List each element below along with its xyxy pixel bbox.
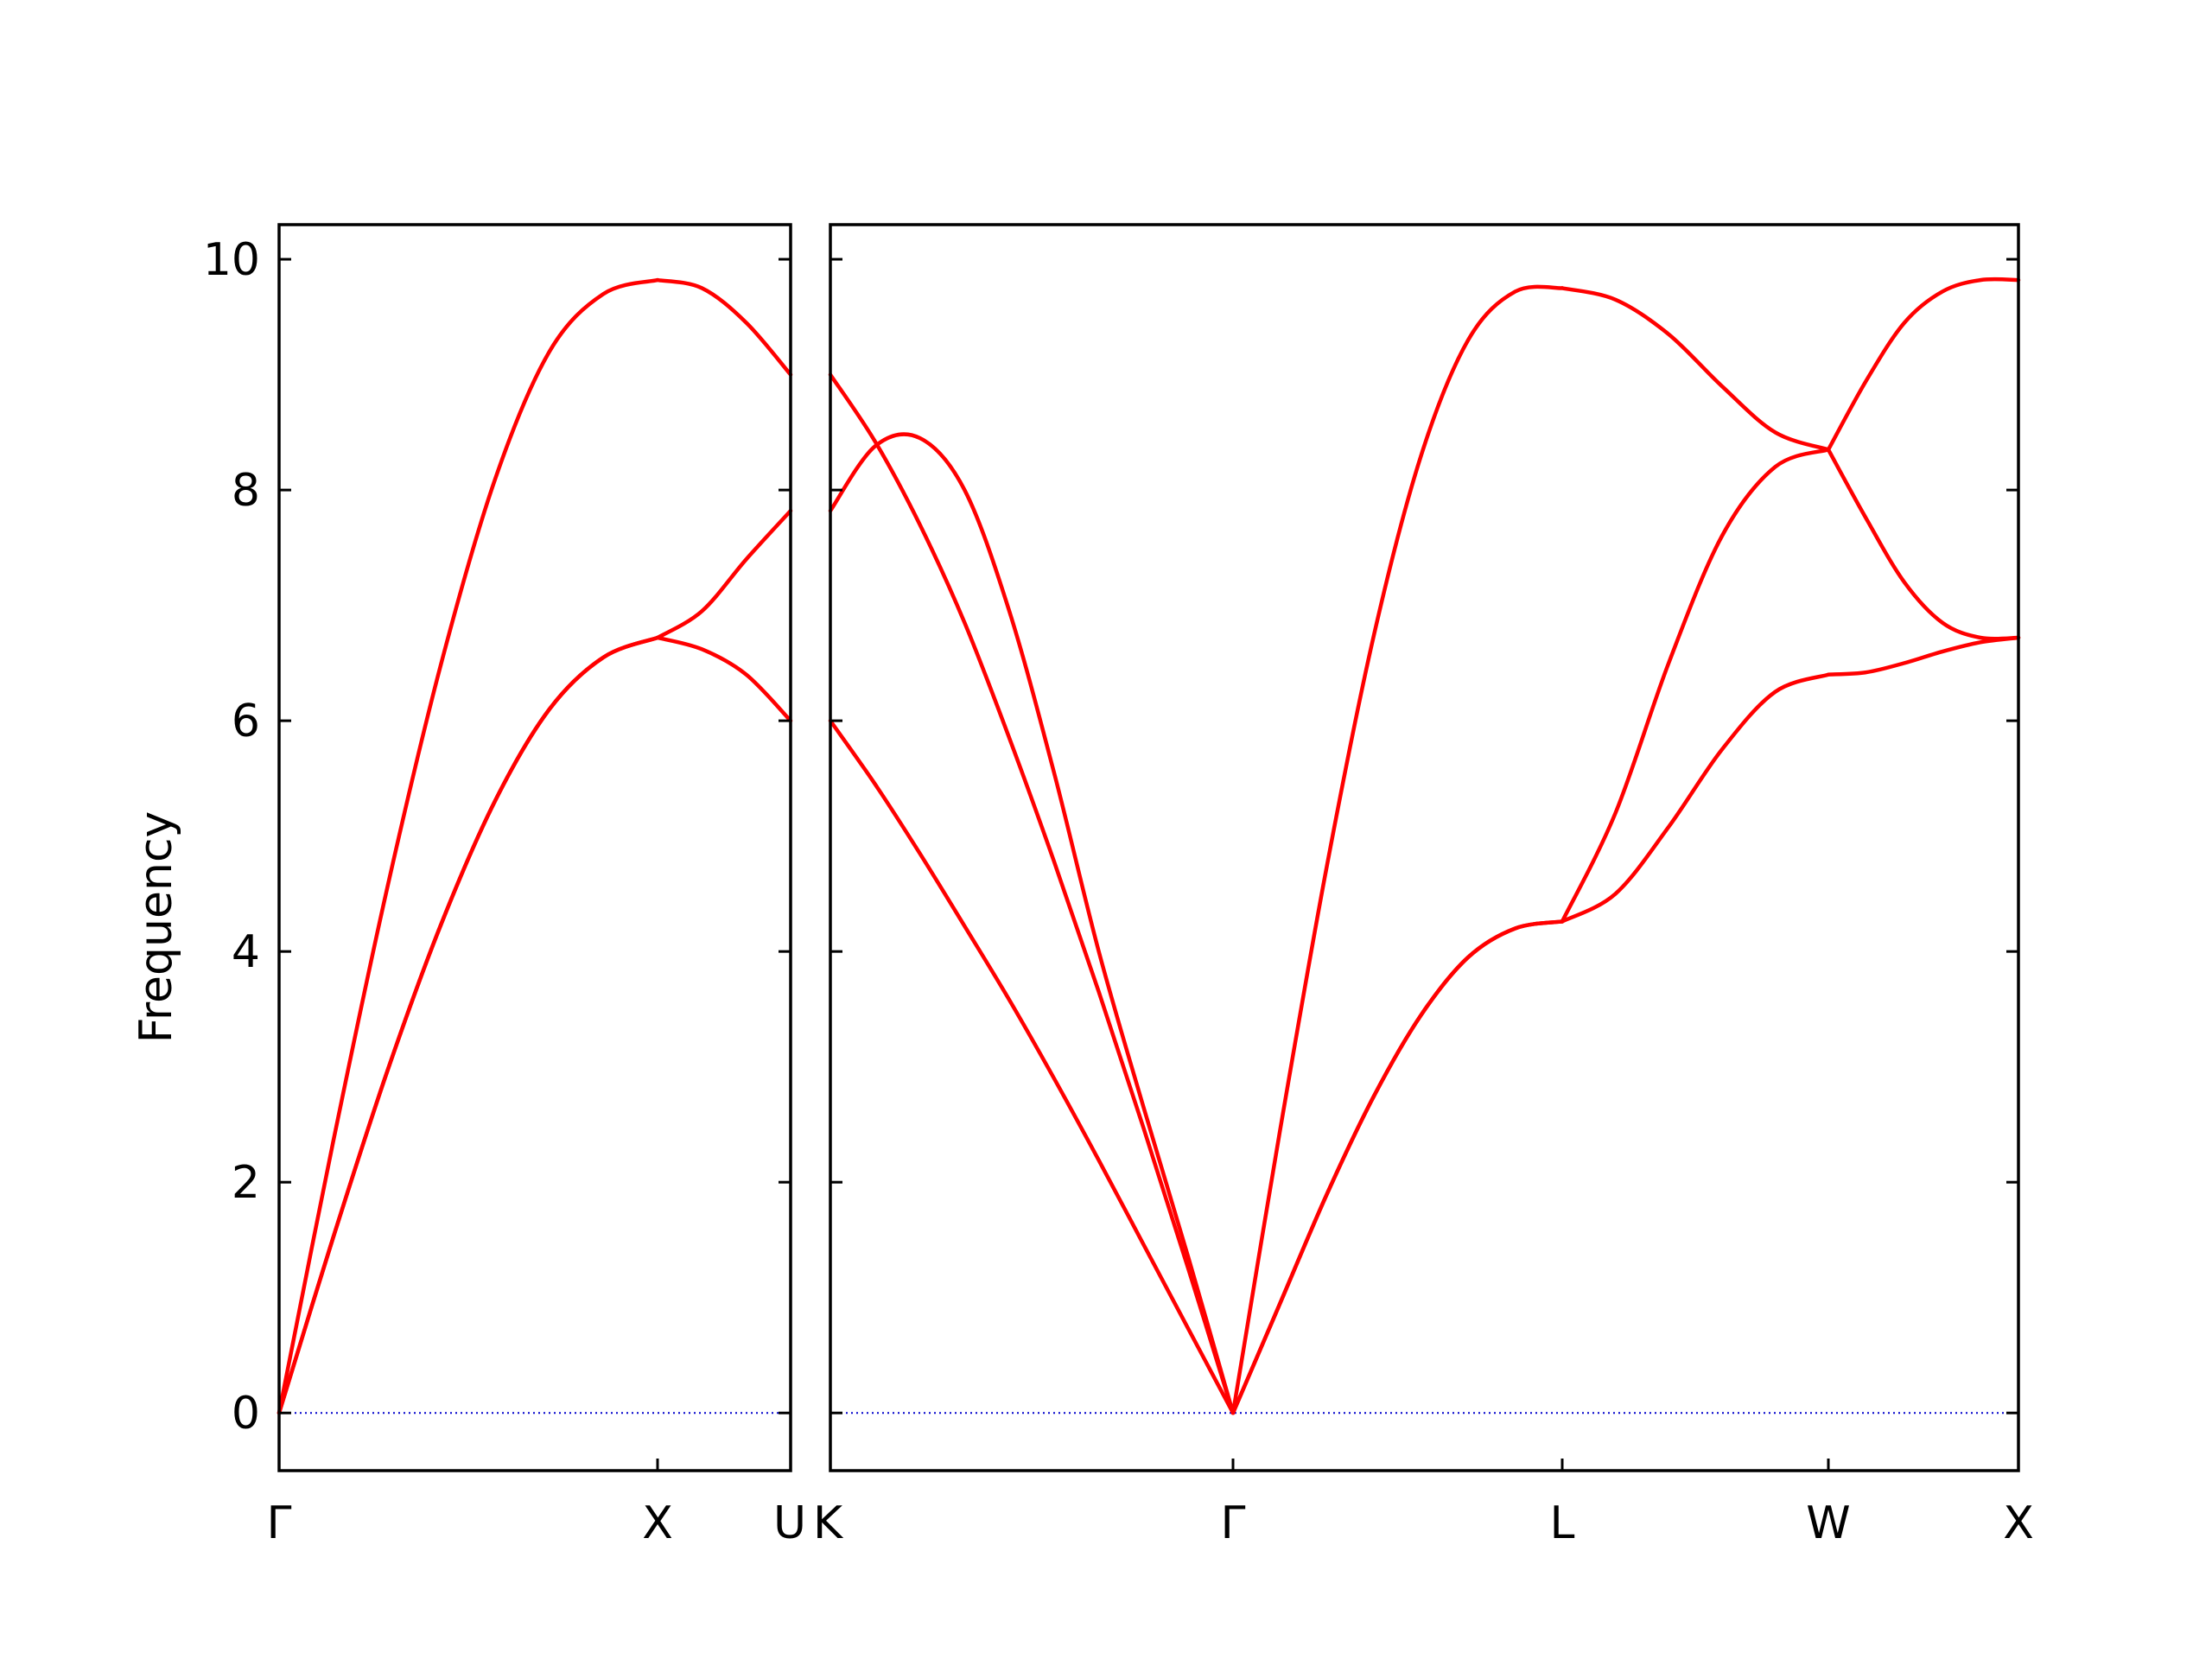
x-tick-label-X: X (642, 1497, 673, 1549)
band-line-X-U-1 (655, 508, 793, 640)
band-line-K-Γ-2 (828, 432, 1236, 1415)
band-line-Γ-X-1 (276, 635, 660, 1415)
x-tick-label-K: K (813, 1497, 844, 1549)
plot-frame (277, 223, 792, 1472)
y-tick-label: 4 (232, 926, 260, 978)
y-tick-label: 2 (232, 1157, 260, 1209)
band-line-L-W-2 (1560, 286, 1831, 452)
x-tick-label-W: W (1806, 1497, 1850, 1549)
band-line-W-X-2 (1826, 276, 2021, 452)
y-tick-label: 8 (232, 465, 260, 517)
y-axis-label: Frequency (130, 811, 182, 1044)
band-line-W-X-1 (1826, 448, 2021, 641)
y-tick-label: 0 (232, 1388, 260, 1440)
x-tick-label-Γ: Γ (1221, 1497, 1246, 1549)
band-line-W-X-0 (1826, 635, 2021, 677)
band-line-K-Γ-0 (828, 718, 1236, 1415)
y-tick-label: 6 (232, 696, 260, 747)
band-line-X-U-2 (655, 277, 793, 377)
x-tick-label-U: U (773, 1497, 806, 1549)
panel-left: 0 2 4 6 8 10 Γ X U (203, 223, 806, 1549)
band-line-L-W-1 (1560, 448, 1831, 924)
x-tick-label-Γ: Γ (267, 1497, 292, 1549)
band-line-Γ-L-1 (1230, 919, 1565, 1415)
plot-frame (829, 223, 2020, 1472)
x-tick-label-X: X (2003, 1497, 2034, 1549)
band-line-X-U-0 (655, 635, 793, 723)
band-line-Γ-L-2 (1230, 284, 1565, 1415)
x-tick-label-L: L (1550, 1497, 1575, 1549)
band-line-K-Γ-1 (828, 372, 1236, 1415)
band-line-Γ-X-2 (276, 277, 660, 1415)
band-line-L-W-0 (1560, 672, 1831, 924)
y-tick-label: 10 (203, 234, 260, 286)
